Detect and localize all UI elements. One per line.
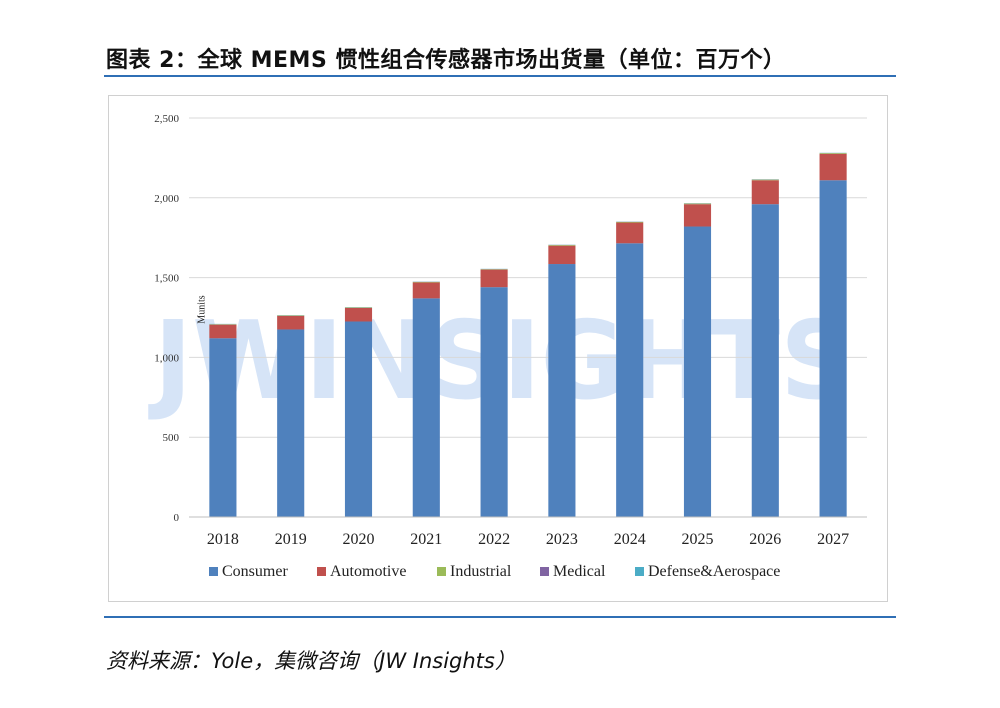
- bar-segment-consumer: [277, 329, 305, 517]
- bar-segment-consumer: [751, 204, 779, 517]
- y-tick-label: 0: [174, 512, 180, 524]
- x-tick-label: 2020: [343, 531, 375, 548]
- legend-swatch: [540, 567, 549, 576]
- x-tick-label: 2023: [546, 531, 578, 548]
- y-tick-label: 2,500: [154, 113, 179, 125]
- bar-segment-automotive: [683, 204, 712, 227]
- x-tick-label: 2022: [478, 531, 510, 548]
- x-tick-label: 2019: [275, 531, 307, 548]
- legend-label: Defense&Aerospace: [648, 563, 780, 580]
- legend-swatch: [437, 567, 446, 576]
- y-tick-label: 500: [163, 432, 180, 444]
- legend: Consumer Automotive Industrial Medical Defen…: [209, 563, 780, 580]
- bar-segment-consumer: [548, 264, 576, 517]
- x-tick-label: 2021: [410, 531, 442, 548]
- legend-swatch: [209, 567, 218, 576]
- bar-segment-consumer: [480, 287, 508, 517]
- figure-title: 图表 2：全球 MEMS 惯性组合传感器市场出货量（单位：百万个）: [106, 48, 786, 73]
- legend-item: Defense&Aerospace: [635, 563, 780, 580]
- bar-segment-consumer: [209, 338, 237, 517]
- legend-item: Automotive: [317, 563, 406, 580]
- bar-segment-industrial: [616, 221, 644, 223]
- bar-segment-industrial: [819, 153, 847, 154]
- legend-label: Industrial: [450, 563, 512, 580]
- bar-segment-automotive: [616, 222, 644, 244]
- legend-item: Medical: [540, 563, 606, 580]
- bar-segment-consumer: [683, 226, 712, 517]
- bar-segment-automotive: [344, 307, 373, 322]
- bar-segment-industrial: [751, 179, 779, 181]
- legend-label: Medical: [553, 563, 606, 580]
- x-tick-label: 2024: [614, 531, 646, 548]
- bars: [209, 152, 847, 517]
- bar-segment-industrial: [683, 203, 712, 205]
- y-tick-label: 1,000: [154, 352, 179, 364]
- legend-label: Consumer: [222, 563, 288, 580]
- legend-swatch: [317, 567, 326, 576]
- legend-item: Consumer: [209, 563, 288, 580]
- bar-segment-consumer: [412, 298, 440, 517]
- y-tick-label: 1,500: [154, 273, 179, 285]
- source-note: 资料来源：Yole，集微咨询（JW Insights）: [106, 649, 516, 673]
- y-tick-label: 2,000: [154, 193, 179, 205]
- bar-segment-automotive: [277, 315, 305, 330]
- x-tick-label: 2027: [817, 531, 849, 548]
- bar-segment-automotive: [412, 282, 440, 299]
- bar-segment-consumer: [616, 243, 644, 517]
- axes: 0 500 1,000 1,500 2,000 2,500 2018 2019 2020 2021…: [154, 113, 867, 548]
- bar-segment-industrial: [548, 245, 576, 246]
- bar-segment-automotive: [751, 180, 779, 205]
- footer-rule: [104, 616, 896, 618]
- x-tick-label: 2025: [682, 531, 714, 548]
- legend-item: Industrial: [437, 563, 512, 580]
- x-tick-label: 2026: [749, 531, 781, 548]
- bar-segment-consumer: [344, 321, 373, 517]
- x-tick-label: 2018: [207, 531, 239, 548]
- bar-segment-consumer: [819, 180, 847, 517]
- bar-segment-automotive: [480, 269, 508, 288]
- y-axis-label: Munits: [196, 295, 207, 323]
- title-rule: [104, 75, 896, 77]
- legend-swatch: [635, 567, 644, 576]
- bar-segment-automotive: [548, 245, 576, 265]
- bar-segment-automotive: [819, 153, 847, 181]
- bar-segment-automotive: [209, 324, 237, 339]
- legend-label: Automotive: [330, 563, 406, 580]
- chart-frame: JWINSIGHTS 05001,0001,5002,0002,50020182…: [108, 95, 888, 602]
- stacked-bar-chart: JWINSIGHTS 05001,0001,5002,0002,50020182…: [147, 113, 867, 580]
